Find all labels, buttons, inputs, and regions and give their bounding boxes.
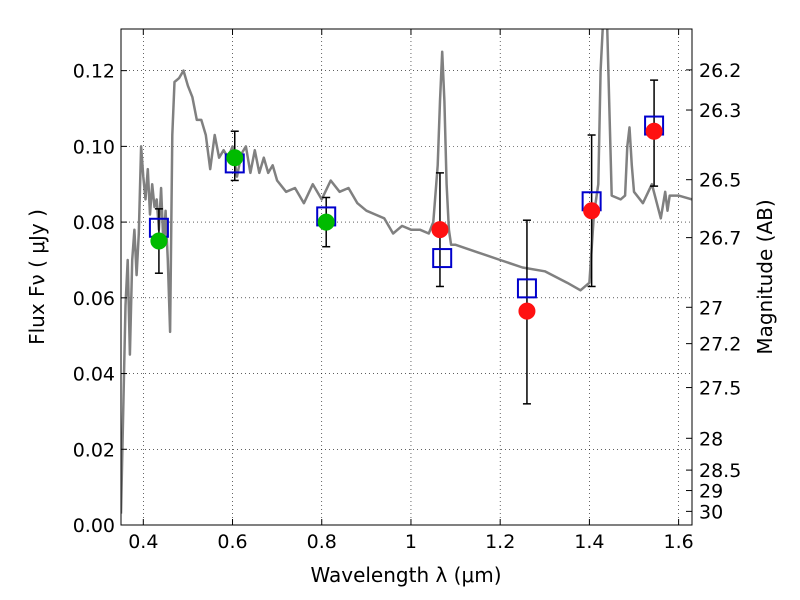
x-tick-label: 1.4	[574, 531, 604, 553]
data-point	[431, 221, 449, 239]
x-tick-label: 1.2	[485, 531, 515, 553]
model-photometry-square	[432, 248, 453, 269]
mag-tick-label: 27.5	[699, 378, 741, 400]
y-tick-label: 0.10	[73, 136, 115, 158]
axes: 0.4 0.6 0.8 1 1.2 1.4 1.6 0.00 0.02 0.04 0.06 0.08 0…	[73, 29, 741, 553]
mag-tick-label: 27.2	[699, 334, 741, 356]
x-tick-label: 0.4	[128, 531, 158, 553]
y-tick-label: 0.08	[73, 212, 115, 234]
mag-tick-label: 26.3	[699, 100, 741, 122]
data-point	[645, 122, 663, 140]
model-photometry-square	[516, 278, 537, 299]
y-tick-label: 0.02	[73, 439, 115, 461]
plot-background	[121, 29, 692, 525]
data-point	[150, 232, 168, 250]
mag-tick-label: 29	[699, 481, 723, 503]
x-axis-label: Wavelength λ (μm)	[310, 563, 501, 587]
y-axis-label-right: Magnitude (AB)	[753, 199, 777, 354]
x-tick-label: 0.8	[307, 531, 337, 553]
plot-area	[121, 29, 692, 514]
x-tick-label: 1.6	[664, 531, 694, 553]
mag-tick-label: 30	[699, 501, 723, 523]
plot-frame	[120, 28, 693, 526]
mag-tick-label: 27	[699, 297, 723, 319]
y-tick-label: 0.06	[73, 288, 115, 310]
y-tick-label: 0.12	[73, 61, 115, 83]
data-point	[226, 149, 244, 167]
y-tick-label: 0.00	[73, 515, 115, 537]
sed-model-line	[121, 29, 692, 514]
data-point	[518, 302, 536, 320]
y-axis-label: Flux Fν ( μJy )	[25, 209, 49, 345]
data-point	[583, 202, 601, 220]
data-point	[317, 213, 335, 231]
mag-tick-label: 28.5	[699, 460, 741, 482]
mag-tick-label: 26.7	[699, 228, 741, 250]
mag-tick-label: 26.2	[699, 60, 741, 82]
mag-tick-label: 26.5	[699, 170, 741, 192]
x-tick-label: 1	[405, 531, 417, 553]
x-tick-label: 0.6	[217, 531, 247, 553]
mag-tick-label: 28	[699, 428, 723, 450]
y-tick-label: 0.04	[73, 364, 115, 386]
